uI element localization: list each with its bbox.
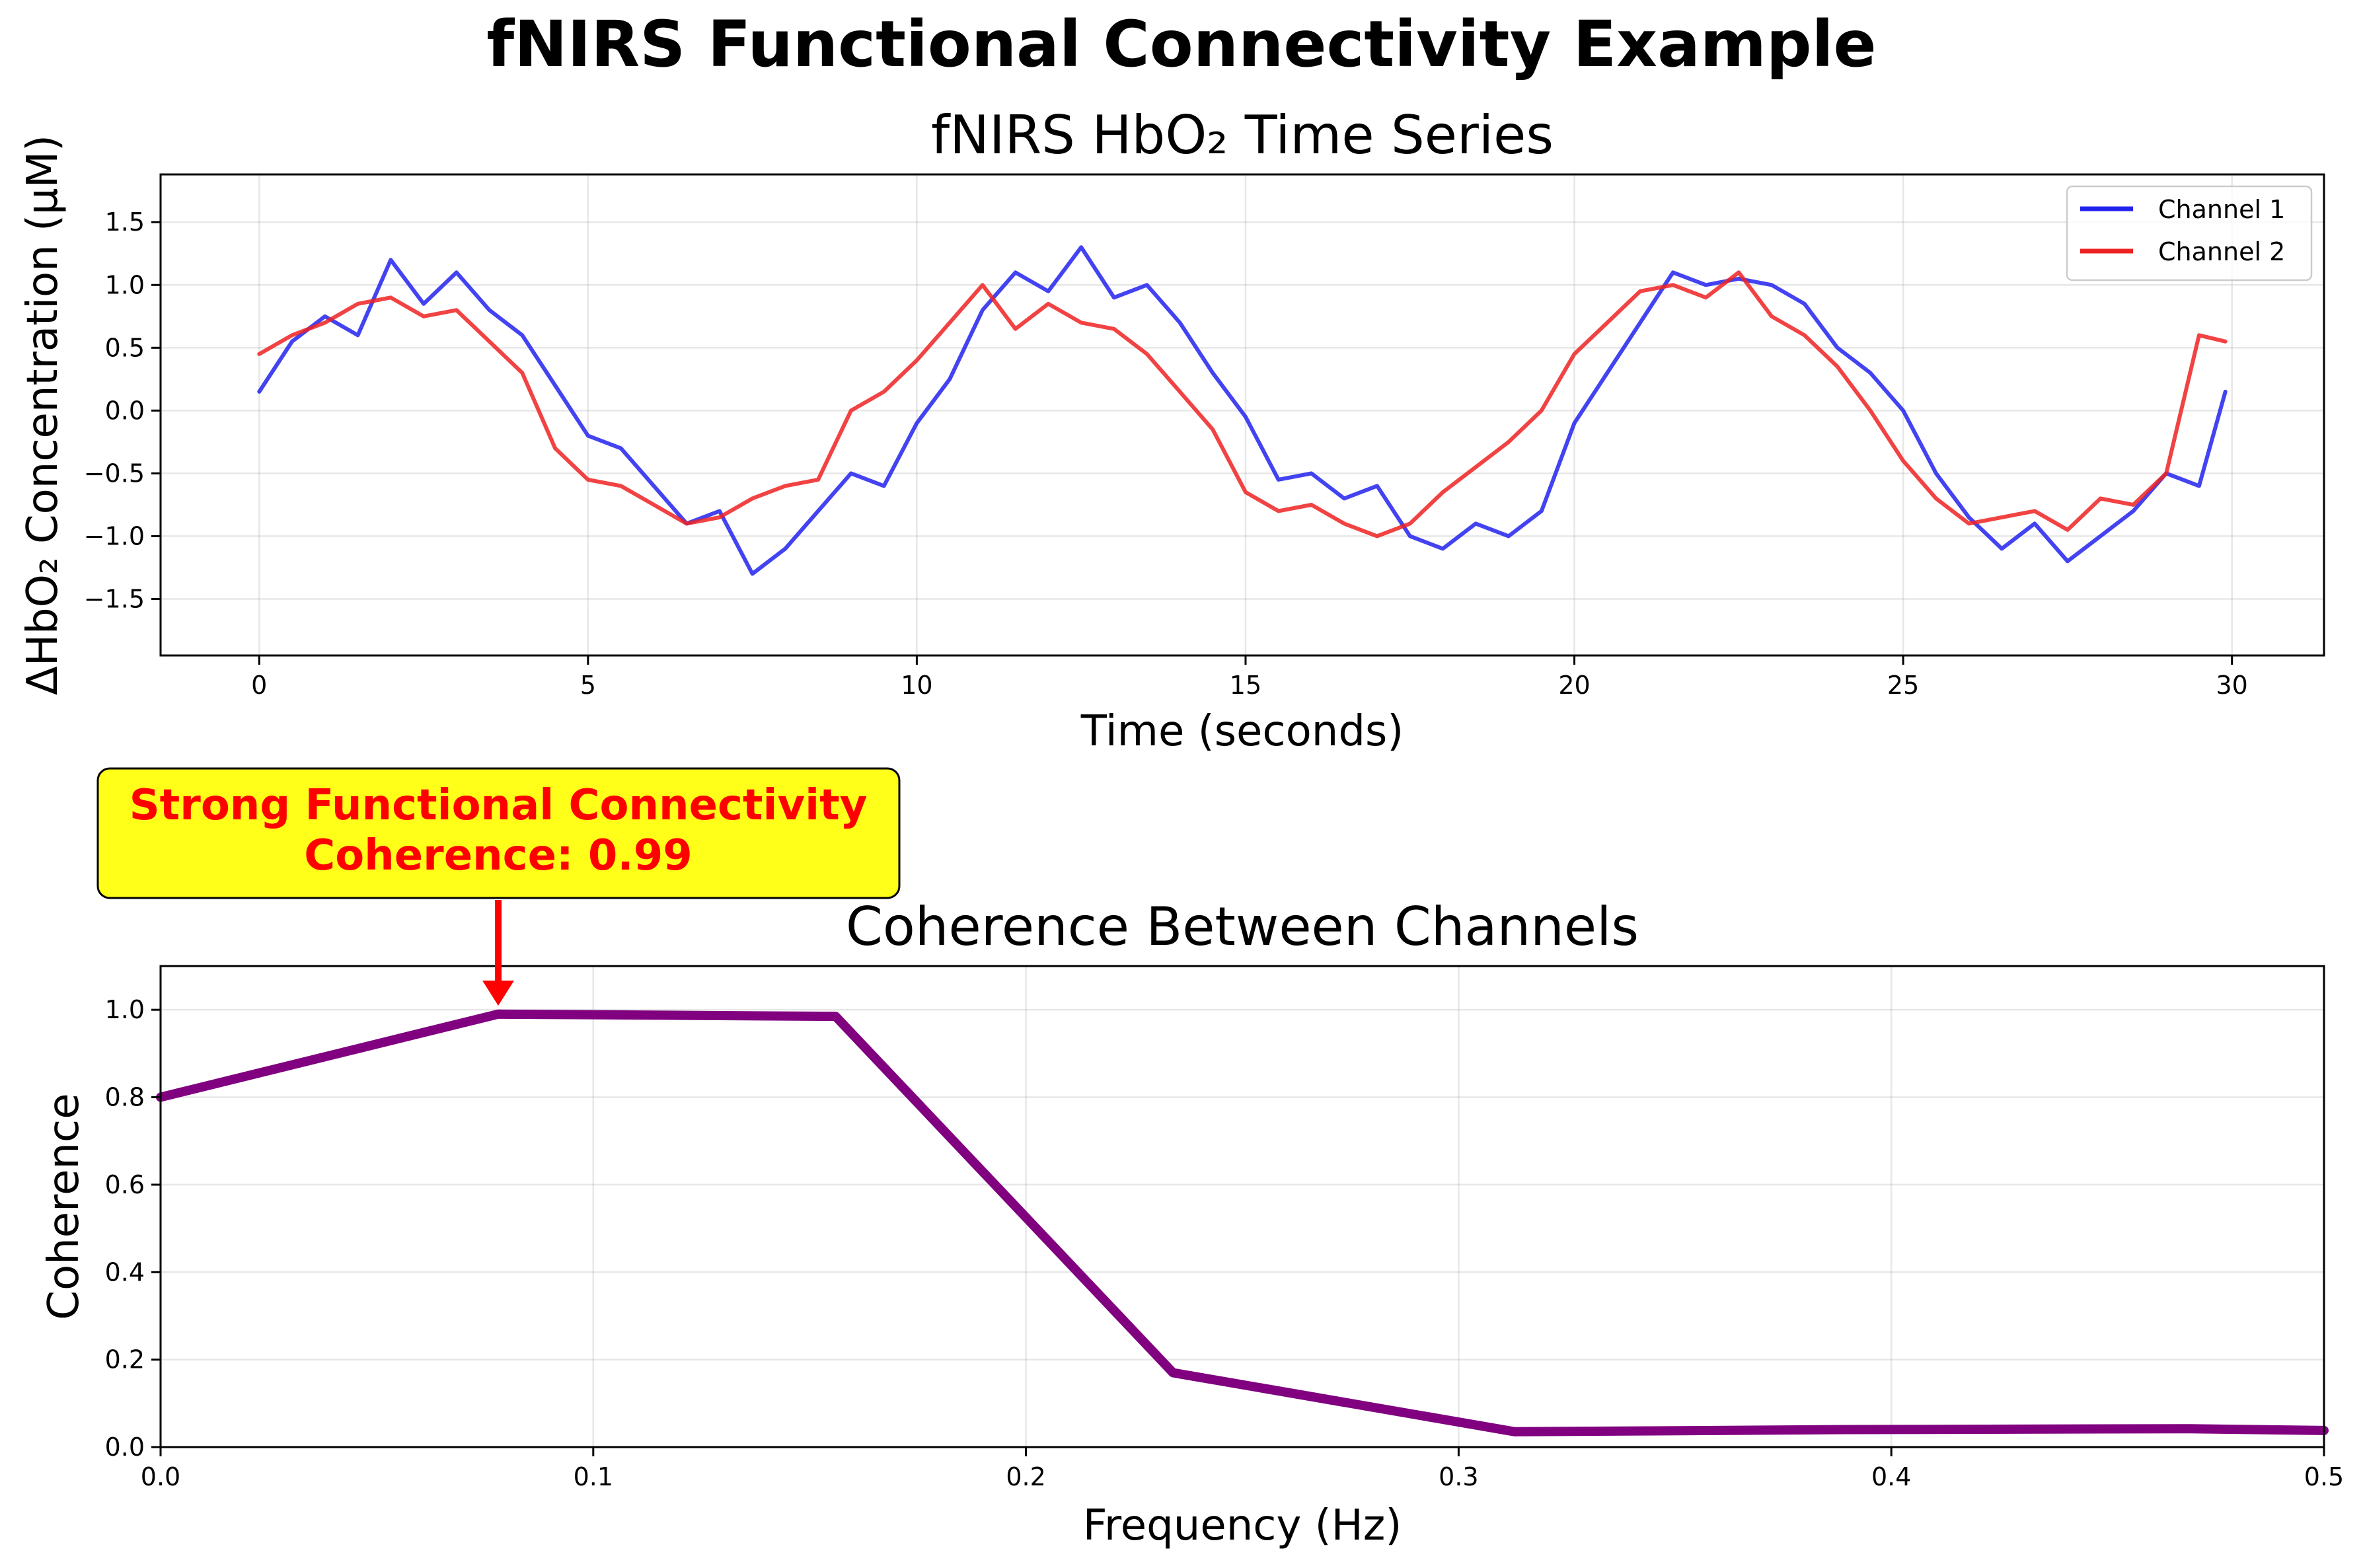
coherence-ytick-label: 0.0: [105, 1433, 145, 1462]
coherence-series-line-1: [156, 1009, 2329, 1437]
coherence-xtick-label: 0.2: [1006, 1462, 1045, 1491]
coherence-panel: Coherence Between Channels 0.0 0.1 0.2 0.3 0…: [40, 896, 2344, 1550]
coherence-ytick-label: 1.0: [105, 995, 145, 1024]
timeseries-panel: fNIRS HbO₂ Time Series 0 5 10 15 20 25 30 −1.5 −…: [19, 104, 2325, 756]
timeseries-ytick-label: −0.5: [84, 459, 145, 488]
annotation-line-2: Coherence: 0.99: [304, 831, 693, 880]
timeseries-ytick-label: 1.0: [105, 270, 145, 299]
coherence-annotation: Strong Functional Connectivity Coherence…: [96, 767, 901, 1006]
timeseries-xtick-label: 20: [1558, 671, 1590, 700]
legend-label-channel-2: Channel 2: [2158, 237, 2285, 266]
coherence-xtick-label: 0.1: [574, 1462, 613, 1491]
legend-label-channel-1: Channel 1: [2158, 195, 2285, 224]
figure-title: fNIRS Functional Connectivity Example: [486, 7, 1876, 81]
timeseries-series-line-1: [257, 245, 2228, 576]
annotation-box: [96, 767, 901, 899]
timeseries-xtick-label: 0: [251, 671, 267, 700]
timeseries-xtick-label: 25: [1887, 671, 1919, 700]
coherence-title: Coherence Between Channels: [846, 896, 1639, 957]
timeseries-title: fNIRS HbO₂ Time Series: [931, 104, 1554, 166]
timeseries-series-line-2: [257, 270, 2228, 539]
coherence-xtick-label: 0.0: [141, 1462, 180, 1491]
timeseries-xtick-label: 5: [580, 671, 596, 700]
coherence-xtick-label: 0.5: [2304, 1462, 2344, 1491]
timeseries-ytick-label: −1.5: [84, 584, 145, 613]
coherence-ytick-label: 0.8: [105, 1083, 145, 1112]
coherence-xlabel: Frequency (Hz): [1083, 1501, 1402, 1550]
timeseries-xtick-label: 15: [1230, 671, 1261, 700]
timeseries-ytick-label: 0.0: [105, 396, 145, 425]
timeseries-axes-frame: [159, 173, 2325, 657]
legend: Channel 1 Channel 2: [2066, 185, 2313, 281]
coherence-xtick-label: 0.4: [1871, 1462, 1911, 1491]
coherence-axes-frame: [159, 965, 2325, 1448]
timeseries-ytick-label: 0.5: [105, 333, 145, 362]
coherence-ylabel: Coherence: [40, 1093, 89, 1320]
coherence-ytick-label: 0.2: [105, 1345, 145, 1374]
annotation-arrow-head: [482, 981, 514, 1006]
coherence-xtick-label: 0.3: [1439, 1462, 1478, 1491]
coherence-ytick-label: 0.6: [105, 1170, 145, 1199]
timeseries-xlabel: Time (seconds): [1080, 707, 1404, 756]
timeseries-xtick-label: 30: [2216, 671, 2248, 700]
timeseries-ylabel: ΔHbO₂ Concentration (μM): [19, 135, 67, 695]
coherence-ytick-label: 0.4: [105, 1257, 145, 1287]
annotation-line-1: Strong Functional Connectivity: [130, 781, 868, 830]
timeseries-xtick-label: 10: [901, 671, 932, 700]
timeseries-ytick-label: 1.5: [105, 207, 145, 237]
timeseries-ytick-label: −1.0: [84, 521, 145, 550]
